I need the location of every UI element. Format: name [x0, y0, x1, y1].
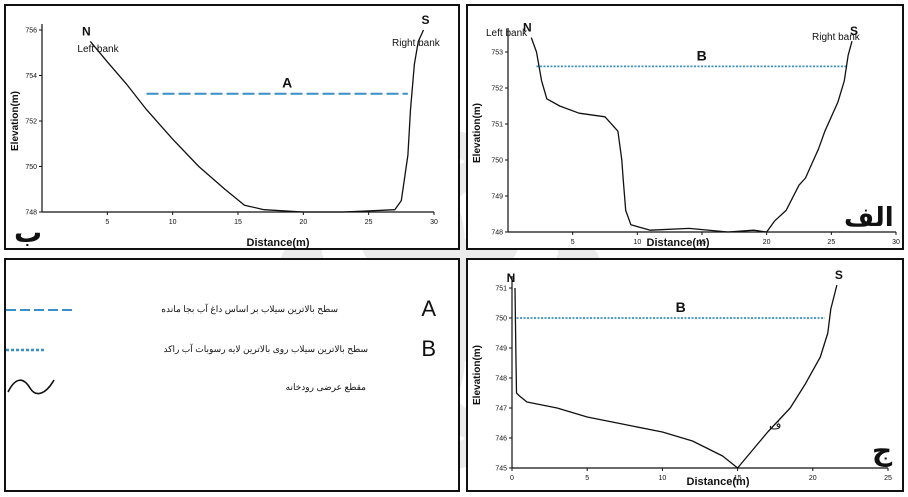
x-tick-label: 10 [659, 475, 667, 482]
water-level-label: B [697, 47, 707, 63]
y-tick-label: 746 [495, 436, 507, 443]
chart-alf-svg: 5 10 15 20 25 30 748 749 750 751 752 753 Distance(m)… [472, 21, 900, 249]
panel-letter: الف [844, 203, 894, 233]
y-tick-label: 745 [495, 466, 507, 473]
y-tick-label: 748 [491, 230, 503, 237]
x-tick-label: 20 [809, 475, 817, 482]
left-bank-label: Left bank [77, 44, 119, 55]
bank-letter-right: S [835, 268, 843, 282]
y-tick-label: 749 [491, 194, 503, 201]
right-bank-label: Right bank [812, 32, 861, 43]
legend-panel: سطح بالاترین سیلاب بر اساس داغ آب بجا ما… [4, 258, 460, 492]
y-tick-label: 750 [495, 316, 507, 323]
x-tick-label: 15 [234, 219, 242, 226]
legend-item-a: سطح بالاترین سیلاب بر اساس داغ آب بجا ما… [6, 296, 458, 322]
x-tick-label: 30 [892, 239, 900, 246]
right-bank-label: Right bank [392, 38, 441, 49]
x-tick-label: 15 [698, 239, 706, 246]
y-tick-label: 753 [491, 50, 503, 57]
water-level-label: B [676, 299, 686, 315]
y-tick-label: 751 [495, 286, 507, 293]
legend-swatch-dashed [6, 309, 76, 311]
chart-panel-alf: 5 10 15 20 25 30 748 749 750 751 752 753 Distance(m)… [466, 4, 904, 250]
y-tick-label: 749 [495, 346, 507, 353]
chart-j-svg: 0 5 10 15 20 25 745 746 747 748 749 750 751 Distance(… [472, 268, 893, 488]
legend-letter-b: B [421, 336, 436, 361]
x-tick-label: 15 [734, 475, 742, 482]
x-tick-label: 20 [763, 239, 771, 246]
curve-annotation: ف [769, 418, 781, 432]
x-tick-label: 25 [365, 219, 373, 226]
y-axis-label: Elevation(m) [10, 91, 21, 151]
chart-panel-b: 5 10 15 20 25 30 748 750 752 754 756 Distance(m) Ele… [4, 4, 460, 250]
y-tick-label: 747 [495, 406, 507, 413]
left-bank-label: Left bank [486, 28, 528, 39]
bank-letter-right: S [422, 13, 430, 27]
y-tick-label: 748 [25, 210, 37, 217]
y-tick-label: 750 [25, 164, 37, 171]
y-axis-label: Elevation(m) [472, 103, 483, 163]
x-tick-label: 0 [510, 475, 514, 482]
river-cross-section [530, 37, 853, 233]
chart-b-svg: 5 10 15 20 25 30 748 750 752 754 756 Distance(m) Ele… [10, 13, 441, 249]
x-tick-label: 5 [105, 219, 109, 226]
river-cross-section [514, 284, 838, 469]
panel-letter: ب [14, 216, 42, 249]
river-cross-section [89, 29, 425, 213]
legend-swatch-dotted [6, 348, 46, 352]
legend-text-profile: مقطع عرضی رودخانه [285, 382, 366, 392]
x-tick-label: 20 [299, 219, 307, 226]
y-tick-label: 751 [491, 122, 503, 129]
y-tick-label: 748 [495, 376, 507, 383]
y-tick-label: 750 [491, 158, 503, 165]
bank-letter-left: N [82, 24, 91, 38]
x-axis-label: Distance(m) [647, 237, 710, 249]
y-tick-label: 754 [25, 73, 37, 80]
legend-text-b: سطح بالاترین سیلاب روی بالاترین لایه رسو… [163, 344, 368, 354]
legend-letter-a: A [421, 296, 436, 321]
legend-item-b: سطح بالاترین سیلاب روی بالاترین لایه رسو… [6, 336, 458, 362]
x-axis-label: Distance(m) [687, 476, 750, 488]
y-axis-label: Elevation(m) [472, 345, 483, 405]
legend-item-profile: مقطع عرضی رودخانه [6, 372, 458, 398]
y-tick-label: 752 [491, 86, 503, 93]
legend-swatch-curve [7, 379, 55, 395]
bank-letter-left: N [523, 21, 532, 35]
x-tick-label: 10 [633, 239, 641, 246]
y-tick-label: 752 [25, 119, 37, 126]
panel-letter: ج [872, 434, 893, 468]
x-tick-label: 5 [585, 475, 589, 482]
chart-panel-j: 0 5 10 15 20 25 745 746 747 748 749 750 751 Distance(… [466, 258, 904, 492]
bank-letter-right: S [850, 24, 858, 38]
x-tick-label: 25 [884, 475, 892, 482]
water-level-label: A [282, 75, 292, 91]
x-tick-label: 10 [169, 219, 177, 226]
bank-letter-left: N [507, 271, 516, 285]
x-axis-label: Distance(m) [247, 237, 310, 249]
legend-text-a: سطح بالاترین سیلاب بر اساس داغ آب بجا ما… [161, 304, 338, 314]
x-tick-label: 5 [571, 239, 575, 246]
x-tick-label: 25 [827, 239, 835, 246]
y-tick-label: 756 [25, 28, 37, 35]
x-tick-label: 30 [430, 219, 438, 226]
